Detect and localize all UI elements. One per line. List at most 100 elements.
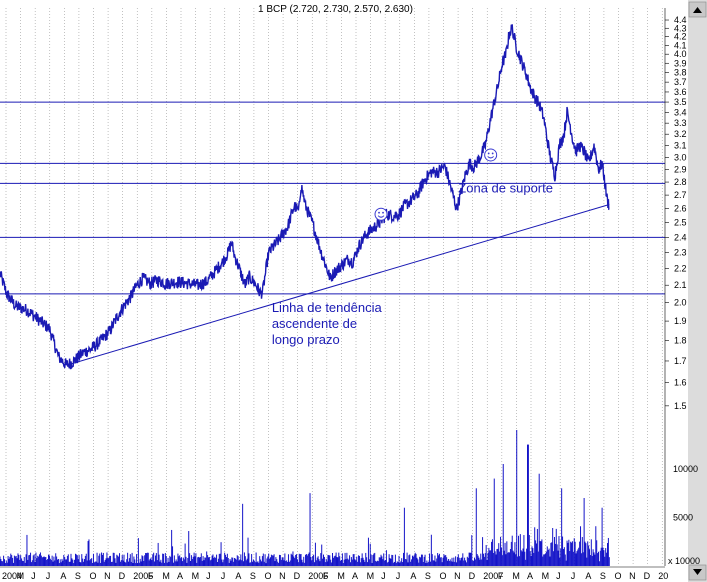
trendline <box>66 204 610 366</box>
price-series <box>0 24 610 370</box>
x-tick-label: S <box>250 571 256 581</box>
x-tick-label: M <box>162 571 170 581</box>
x-tick-label: N <box>104 571 111 581</box>
x-tick-label: 2007 <box>483 571 503 581</box>
x-tick-label: O <box>440 571 447 581</box>
y-tick-label: 3.3 <box>674 118 687 128</box>
right-scrollbar[interactable] <box>688 0 707 582</box>
y-tick-label: 4.1 <box>674 40 687 50</box>
annotation-text: Linha de tendência <box>272 300 383 315</box>
y-tick-label: 3.9 <box>674 58 687 68</box>
x-tick-label: A <box>235 571 241 581</box>
y-tick-label: 1.9 <box>674 316 687 326</box>
volume-tick-label: 5000 <box>673 512 693 522</box>
y-tick-label: 3.1 <box>674 141 687 151</box>
y-tick-label: 3.0 <box>674 152 687 162</box>
x-tick-label: D <box>644 571 651 581</box>
y-tick-label: 2.9 <box>674 164 687 174</box>
x-tick-label: S <box>600 571 606 581</box>
x-tick-label: J <box>571 571 576 581</box>
price-axis-labels: 4.44.34.24.14.03.93.83.73.63.53.43.33.2 3… <box>664 8 687 566</box>
annotation-text: Zona de suporte <box>458 180 553 195</box>
x-tick-label: O <box>615 571 622 581</box>
y-tick-label: 4.2 <box>674 32 687 42</box>
y-tick-label: 2.7 <box>674 190 687 200</box>
x-tick-label: N <box>629 571 636 581</box>
arrow-down-icon <box>693 569 702 575</box>
x-tick-label: J <box>381 571 386 581</box>
x-tick-label: 2004 <box>2 571 22 581</box>
volume-bars <box>0 430 610 566</box>
x-tick-label: J <box>206 571 211 581</box>
y-tick-label: 2.1 <box>674 280 687 290</box>
x-tick-label: S <box>75 571 81 581</box>
y-tick-label: 2.6 <box>674 204 687 214</box>
x-tick-label: A <box>527 571 533 581</box>
x-tick-label: 2005 <box>133 571 153 581</box>
x-tick-label: N <box>454 571 461 581</box>
x-tick-label: D <box>469 571 476 581</box>
x-tick-label: J <box>221 571 226 581</box>
y-tick-label: 2.8 <box>674 177 687 187</box>
y-tick-label: 4.4 <box>674 15 687 25</box>
x-tick-label: O <box>265 571 272 581</box>
x-tick-label: J <box>31 571 35 581</box>
y-tick-label: 2.2 <box>674 264 687 274</box>
y-tick-label: 2.5 <box>674 218 687 228</box>
horizontal-support-lines <box>0 101 665 295</box>
x-tick-label: M <box>542 571 550 581</box>
y-tick-label: 1.7 <box>674 356 687 366</box>
volume-unit-label: x 10000 <box>668 556 700 566</box>
y-tick-label: 2.3 <box>674 248 687 258</box>
x-tick-label: 2006 <box>308 571 328 581</box>
y-tick-label: 3.8 <box>674 68 687 78</box>
x-tick-label: M <box>337 571 345 581</box>
y-tick-label: 1.6 <box>674 378 687 388</box>
x-tick-label: A <box>352 571 358 581</box>
y-tick-label: 3.5 <box>674 97 687 107</box>
y-tick-label: 4.3 <box>674 23 687 33</box>
x-tick-label: F <box>148 571 154 581</box>
x-tick-label: D <box>119 571 126 581</box>
scrollbar-track <box>688 0 707 582</box>
y-tick-label: 3.7 <box>674 77 687 87</box>
x-tick-label: J <box>46 571 51 581</box>
arrow-up-icon <box>693 7 702 13</box>
x-tick-label: M <box>17 571 25 581</box>
x-tick-label: 20 <box>658 571 668 581</box>
x-tick-label: A <box>60 571 66 581</box>
y-tick-label: 3.2 <box>674 129 687 139</box>
x-tick-label: J <box>396 571 401 581</box>
smiley-markers <box>374 148 498 221</box>
volume-axis-labels: 10000 5000 x 10000 <box>668 464 700 566</box>
x-tick-label: F <box>323 571 329 581</box>
x-tick-label: O <box>90 571 97 581</box>
y-tick-label: 1.5 <box>674 401 687 411</box>
x-tick-label: M <box>367 571 375 581</box>
volume-tick-label: 10000 <box>673 464 698 474</box>
trendline-group <box>66 204 610 366</box>
y-tick-label: 2.0 <box>674 298 687 308</box>
smiley-icon <box>484 148 498 162</box>
x-tick-label: J <box>556 571 561 581</box>
x-tick-label: A <box>410 571 416 581</box>
x-tick-label: A <box>585 571 591 581</box>
smiley-icon <box>374 207 388 221</box>
annotation-text: longo prazo <box>272 332 340 347</box>
x-tick-label: F <box>498 571 504 581</box>
chart-title: 1 BCP (2.720, 2.730, 2.570, 2.630) <box>258 4 413 15</box>
y-tick-label: 4.0 <box>674 49 687 59</box>
x-tick-label: N <box>279 571 286 581</box>
y-tick-label: 2.4 <box>674 232 687 242</box>
x-tick-label: S <box>425 571 431 581</box>
x-tick-label: A <box>177 571 183 581</box>
price-line <box>0 24 610 370</box>
y-tick-label: 3.4 <box>674 107 687 117</box>
y-tick-label: 3.6 <box>674 87 687 97</box>
x-tick-label: M <box>512 571 520 581</box>
x-tick-label: D <box>294 571 301 581</box>
